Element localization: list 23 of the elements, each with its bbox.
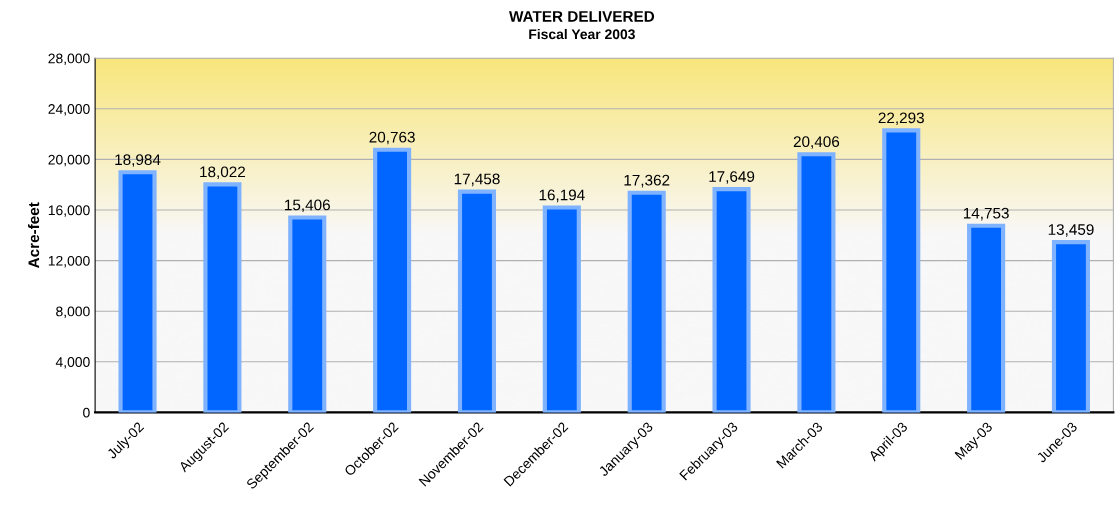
data-label: 18,984 (115, 154, 161, 167)
data-label: 14,753 (963, 207, 1009, 221)
y-tick-label: 20,000 (48, 154, 90, 167)
y-tick-label: 8,000 (56, 306, 90, 318)
y-tick-label: 16,000 (48, 205, 90, 217)
data-label: 22,293 (878, 112, 924, 125)
y-tick-label: 0 (83, 407, 90, 418)
data-label: 16,194 (539, 189, 585, 203)
y-tick-label: 4,000 (55, 357, 90, 369)
data-label: 20,763 (369, 131, 415, 145)
data-label: 17,649 (709, 171, 755, 184)
chart-subtitle: Fiscal Year 2003 (529, 28, 635, 40)
y-axis-title: Acre-feet (27, 202, 40, 269)
data-label: 17,458 (454, 173, 500, 187)
y-tick-label: 24,000 (48, 104, 90, 116)
data-label: 13,459 (1048, 224, 1094, 237)
data-label: 15,406 (285, 199, 330, 213)
data-label: 20,406 (793, 136, 840, 149)
chart-title: WATER DELIVERED (509, 11, 655, 22)
data-label: 17,362 (624, 174, 670, 188)
data-label: 18,022 (200, 166, 245, 180)
y-tick-label: 28,000 (48, 53, 90, 65)
y-tick-label: 12,000 (48, 255, 90, 268)
